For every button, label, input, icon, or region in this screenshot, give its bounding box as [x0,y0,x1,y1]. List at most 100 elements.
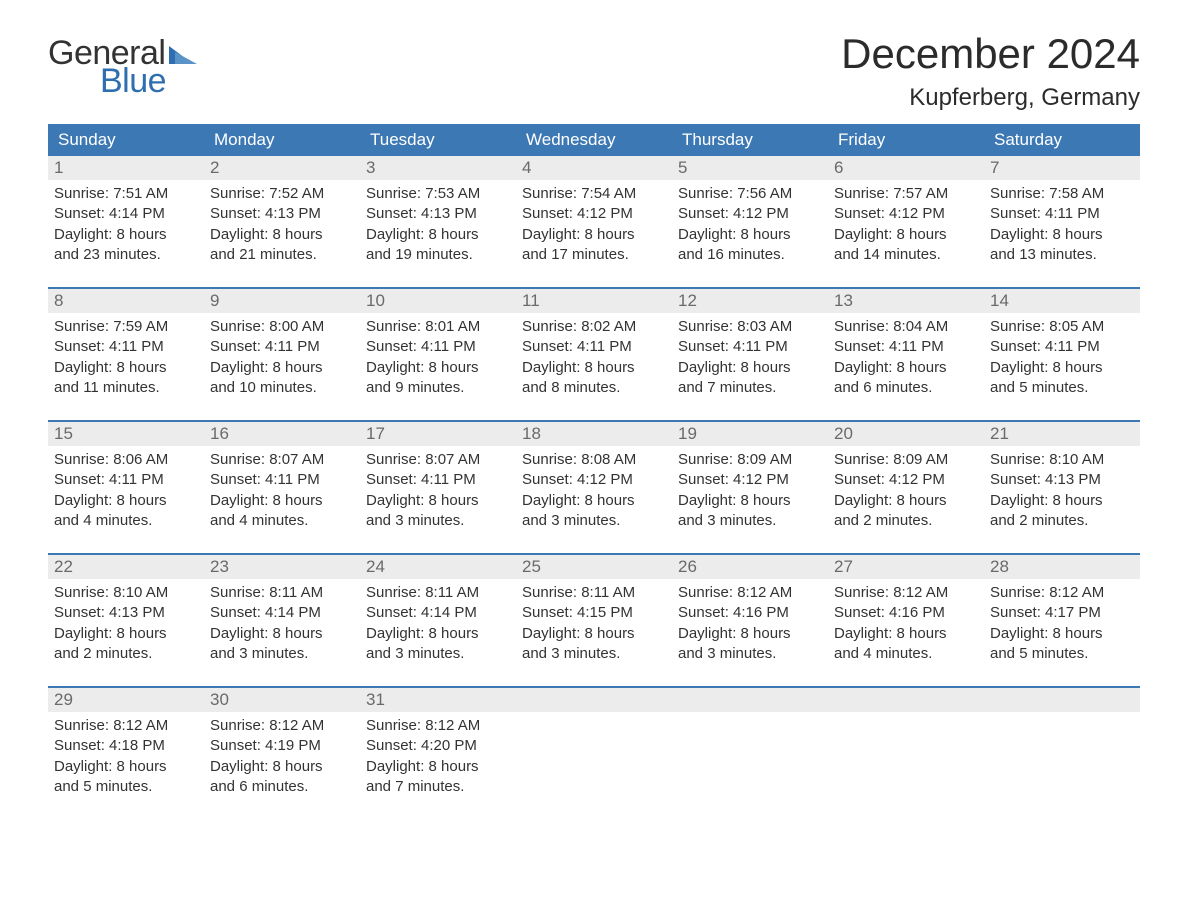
sunset-line: Sunset: 4:12 PM [678,470,822,490]
daylight-line-2: and 14 minutes. [834,245,978,265]
sunset-line: Sunset: 4:11 PM [678,337,822,357]
week-row: 8Sunrise: 7:59 AMSunset: 4:11 PMDaylight… [48,287,1140,404]
day-number: 15 [48,422,204,446]
sunrise-line: Sunrise: 7:52 AM [210,184,354,204]
weekday-header-cell: Saturday [984,124,1140,156]
day-body: Sunrise: 8:12 AMSunset: 4:16 PMDaylight:… [672,579,828,670]
daylight-line-2: and 3 minutes. [678,644,822,664]
daylight-line-2: and 5 minutes. [54,777,198,797]
day-number: 2 [204,156,360,180]
sunset-line: Sunset: 4:15 PM [522,603,666,623]
daylight-line-1: Daylight: 8 hours [210,491,354,511]
day-body: Sunrise: 8:10 AMSunset: 4:13 PMDaylight:… [48,579,204,670]
sunrise-line: Sunrise: 7:54 AM [522,184,666,204]
sunrise-line: Sunrise: 7:59 AM [54,317,198,337]
day-number: 6 [828,156,984,180]
daylight-line-1: Daylight: 8 hours [834,491,978,511]
sunrise-line: Sunrise: 8:00 AM [210,317,354,337]
day-number: 11 [516,289,672,313]
week-row: 22Sunrise: 8:10 AMSunset: 4:13 PMDayligh… [48,553,1140,670]
daylight-line-1: Daylight: 8 hours [210,358,354,378]
sunrise-line: Sunrise: 8:01 AM [366,317,510,337]
day-cell: 10Sunrise: 8:01 AMSunset: 4:11 PMDayligh… [360,289,516,404]
week-row: 29Sunrise: 8:12 AMSunset: 4:18 PMDayligh… [48,686,1140,803]
day-cell: 3Sunrise: 7:53 AMSunset: 4:13 PMDaylight… [360,156,516,271]
day-number: 7 [984,156,1140,180]
sunset-line: Sunset: 4:11 PM [54,470,198,490]
day-cell: 29Sunrise: 8:12 AMSunset: 4:18 PMDayligh… [48,688,204,803]
day-body: Sunrise: 8:01 AMSunset: 4:11 PMDaylight:… [360,313,516,404]
day-body: Sunrise: 8:03 AMSunset: 4:11 PMDaylight:… [672,313,828,404]
daylight-line-1: Daylight: 8 hours [522,491,666,511]
day-cell: 2Sunrise: 7:52 AMSunset: 4:13 PMDaylight… [204,156,360,271]
sunset-line: Sunset: 4:11 PM [834,337,978,357]
sunset-line: Sunset: 4:16 PM [678,603,822,623]
day-body: Sunrise: 8:12 AMSunset: 4:19 PMDaylight:… [204,712,360,803]
daylight-line-1: Daylight: 8 hours [834,624,978,644]
day-body: Sunrise: 8:07 AMSunset: 4:11 PMDaylight:… [360,446,516,537]
day-number-bar [828,688,984,712]
daylight-line-1: Daylight: 8 hours [210,624,354,644]
day-number: 17 [360,422,516,446]
empty-day-cell [828,688,984,803]
day-number: 3 [360,156,516,180]
sunset-line: Sunset: 4:12 PM [834,204,978,224]
day-cell: 5Sunrise: 7:56 AMSunset: 4:12 PMDaylight… [672,156,828,271]
sunrise-line: Sunrise: 8:12 AM [678,583,822,603]
sunset-line: Sunset: 4:13 PM [210,204,354,224]
day-number: 30 [204,688,360,712]
weekday-header-cell: Sunday [48,124,204,156]
sunrise-line: Sunrise: 8:05 AM [990,317,1134,337]
daylight-line-2: and 19 minutes. [366,245,510,265]
day-cell: 20Sunrise: 8:09 AMSunset: 4:12 PMDayligh… [828,422,984,537]
daylight-line-1: Daylight: 8 hours [366,225,510,245]
daylight-line-2: and 3 minutes. [522,511,666,531]
daylight-line-1: Daylight: 8 hours [522,358,666,378]
day-number: 27 [828,555,984,579]
day-cell: 16Sunrise: 8:07 AMSunset: 4:11 PMDayligh… [204,422,360,537]
daylight-line-1: Daylight: 8 hours [990,624,1134,644]
location: Kupferberg, Germany [841,84,1140,112]
sunrise-line: Sunrise: 8:11 AM [522,583,666,603]
day-number: 16 [204,422,360,446]
sunrise-line: Sunrise: 8:12 AM [366,716,510,736]
day-cell: 28Sunrise: 8:12 AMSunset: 4:17 PMDayligh… [984,555,1140,670]
empty-day-cell [984,688,1140,803]
sunset-line: Sunset: 4:12 PM [522,204,666,224]
sunrise-line: Sunrise: 8:12 AM [834,583,978,603]
daylight-line-1: Daylight: 8 hours [210,757,354,777]
sunrise-line: Sunrise: 8:09 AM [678,450,822,470]
day-body: Sunrise: 7:53 AMSunset: 4:13 PMDaylight:… [360,180,516,271]
daylight-line-2: and 8 minutes. [522,378,666,398]
day-number: 23 [204,555,360,579]
sunset-line: Sunset: 4:11 PM [366,470,510,490]
week-row: 15Sunrise: 8:06 AMSunset: 4:11 PMDayligh… [48,420,1140,537]
day-number: 4 [516,156,672,180]
daylight-line-1: Daylight: 8 hours [54,757,198,777]
day-body: Sunrise: 8:12 AMSunset: 4:20 PMDaylight:… [360,712,516,803]
daylight-line-2: and 3 minutes. [210,644,354,664]
day-cell: 26Sunrise: 8:12 AMSunset: 4:16 PMDayligh… [672,555,828,670]
daylight-line-2: and 7 minutes. [678,378,822,398]
daylight-line-2: and 3 minutes. [678,511,822,531]
day-number: 19 [672,422,828,446]
day-number: 18 [516,422,672,446]
daylight-line-2: and 5 minutes. [990,378,1134,398]
sunset-line: Sunset: 4:11 PM [210,337,354,357]
sunrise-line: Sunrise: 8:03 AM [678,317,822,337]
day-cell: 9Sunrise: 8:00 AMSunset: 4:11 PMDaylight… [204,289,360,404]
weekday-header-cell: Thursday [672,124,828,156]
daylight-line-2: and 3 minutes. [522,644,666,664]
logo-text-blue: Blue [100,64,199,98]
daylight-line-2: and 4 minutes. [210,511,354,531]
sunset-line: Sunset: 4:13 PM [990,470,1134,490]
sunrise-line: Sunrise: 8:11 AM [366,583,510,603]
sunset-line: Sunset: 4:12 PM [678,204,822,224]
header: General Blue December 2024 Kupferberg, G… [48,30,1140,112]
daylight-line-2: and 4 minutes. [54,511,198,531]
day-body: Sunrise: 8:08 AMSunset: 4:12 PMDaylight:… [516,446,672,537]
day-cell: 15Sunrise: 8:06 AMSunset: 4:11 PMDayligh… [48,422,204,537]
sunset-line: Sunset: 4:11 PM [990,204,1134,224]
daylight-line-1: Daylight: 8 hours [678,491,822,511]
day-cell: 22Sunrise: 8:10 AMSunset: 4:13 PMDayligh… [48,555,204,670]
